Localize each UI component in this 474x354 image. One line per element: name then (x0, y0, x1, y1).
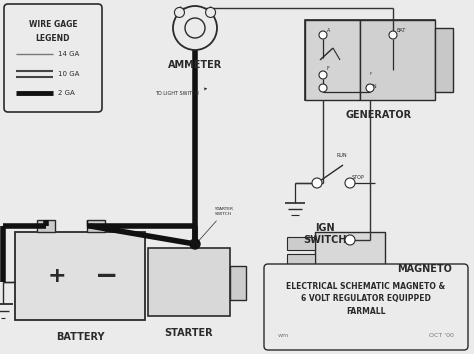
Text: GEN: GEN (367, 84, 378, 89)
Bar (148, 248, 230, 316)
Circle shape (174, 7, 184, 17)
FancyBboxPatch shape (264, 264, 468, 350)
Bar (37, 220, 55, 232)
Text: LEGEND: LEGEND (36, 34, 70, 43)
Circle shape (185, 18, 205, 38)
Circle shape (190, 239, 200, 249)
Bar (435, 28, 453, 92)
Bar (360, 20, 435, 100)
Text: BATTERY: BATTERY (56, 332, 104, 342)
Circle shape (319, 84, 327, 92)
Text: STARTER: STARTER (164, 328, 213, 338)
Text: STOP: STOP (352, 175, 365, 180)
Bar (287, 254, 315, 267)
Text: 14 GA: 14 GA (58, 51, 79, 57)
Text: WIRE GAGE: WIRE GAGE (29, 20, 77, 29)
Text: A: A (327, 28, 330, 33)
Text: F: F (370, 72, 373, 76)
Bar (287, 288, 315, 301)
Text: BAT: BAT (397, 28, 406, 33)
Text: F: F (327, 66, 330, 71)
Text: −: − (95, 262, 118, 290)
Text: +: + (48, 266, 66, 286)
Text: MAGNETO: MAGNETO (397, 264, 452, 274)
Bar (287, 271, 315, 284)
Circle shape (319, 31, 327, 39)
Bar (305, 20, 435, 100)
Circle shape (319, 71, 327, 79)
Text: OCT '00: OCT '00 (429, 333, 454, 338)
Text: TO LIGHT SWITCH: TO LIGHT SWITCH (155, 88, 206, 96)
Text: IGN
SWITCH: IGN SWITCH (303, 223, 347, 245)
Circle shape (206, 7, 216, 17)
Bar (15, 232, 145, 320)
Text: wm: wm (278, 333, 289, 338)
Circle shape (173, 6, 217, 50)
Bar (287, 237, 315, 250)
Circle shape (345, 235, 355, 245)
Circle shape (389, 31, 397, 39)
Text: 10 GA: 10 GA (58, 71, 79, 77)
Circle shape (345, 178, 355, 188)
FancyBboxPatch shape (4, 4, 102, 112)
Bar (230, 266, 246, 300)
Bar (305, 20, 360, 100)
Text: RUN: RUN (337, 153, 347, 158)
Text: ELECTRICAL SCHEMATIC MAGNETO &
6 VOLT REGULATOR EQUIPPED
FARMALL: ELECTRICAL SCHEMATIC MAGNETO & 6 VOLT RE… (286, 282, 446, 316)
Bar (87, 220, 105, 232)
Text: GENERATOR: GENERATOR (346, 110, 412, 120)
Text: 2 GA: 2 GA (58, 90, 75, 96)
Bar (315, 232, 385, 307)
Circle shape (366, 84, 374, 92)
Text: AMMETER: AMMETER (168, 60, 222, 70)
Circle shape (312, 178, 322, 188)
Text: STARTER
SWITCH: STARTER SWITCH (197, 207, 234, 242)
